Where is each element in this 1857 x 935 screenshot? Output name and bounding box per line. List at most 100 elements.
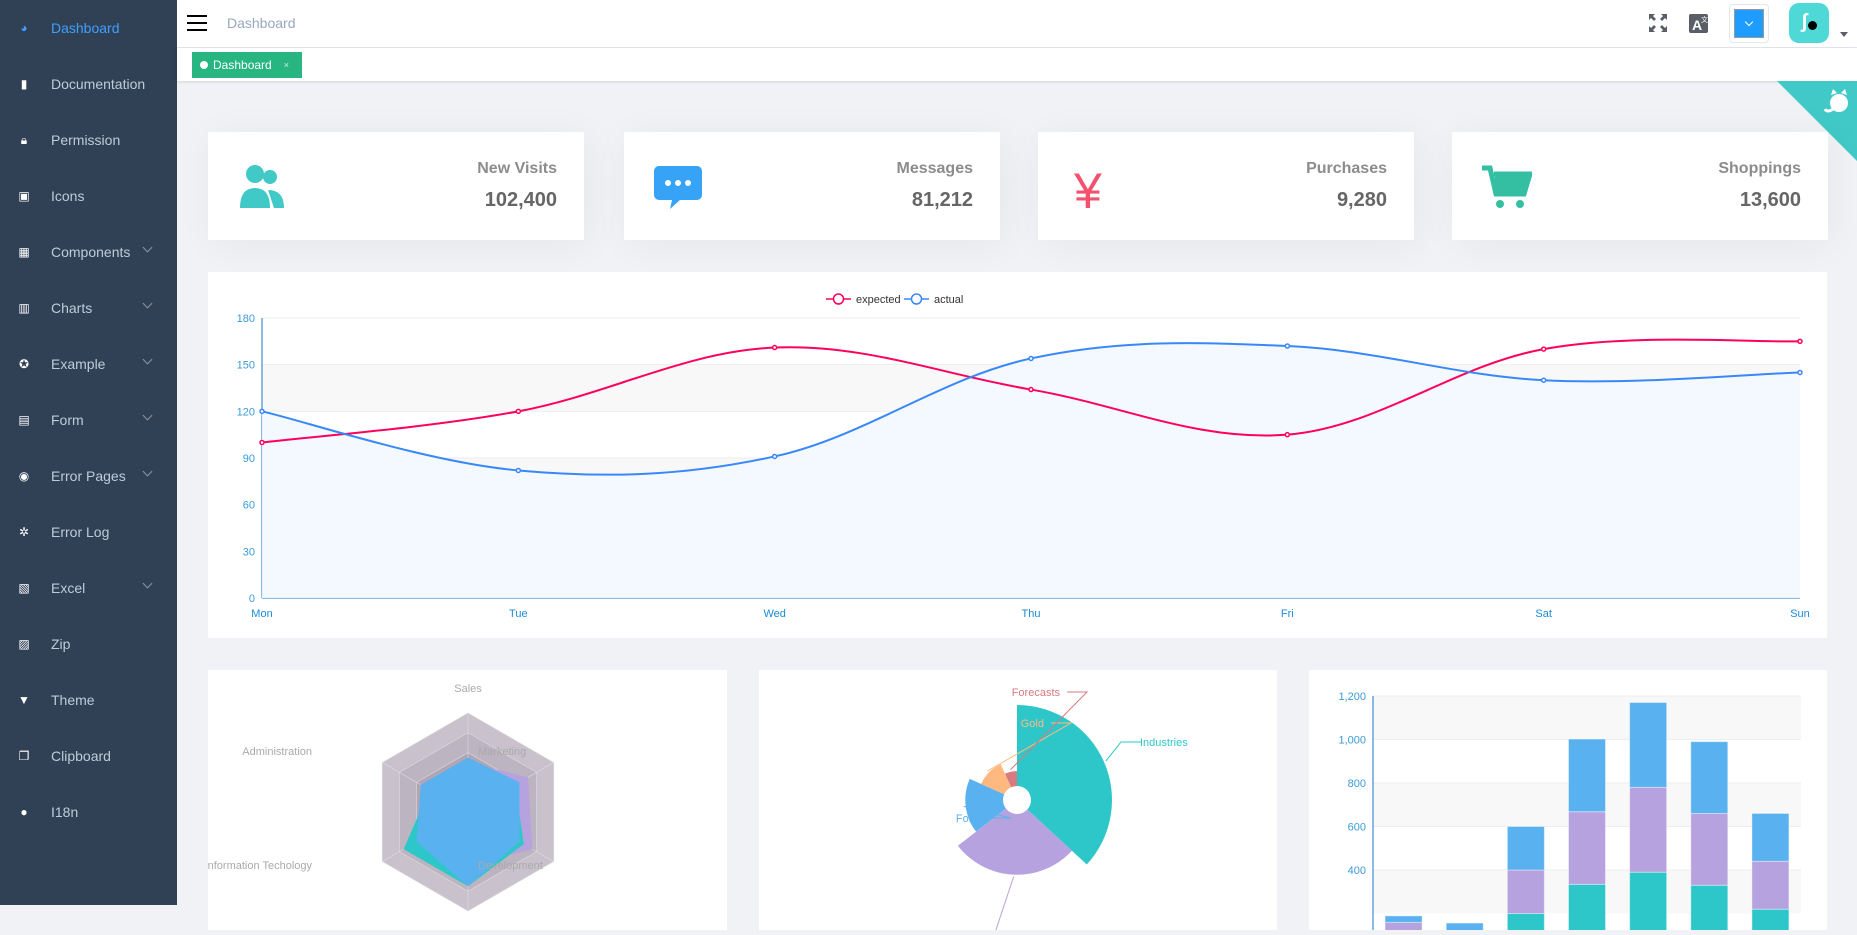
label-line bbox=[987, 722, 1073, 772]
card-panel-shoppings[interactable]: Shoppings 13,600 bbox=[1452, 132, 1828, 240]
sidebar-item-clipboard[interactable]: ❐ Clipboard bbox=[0, 728, 177, 784]
zip-icon: ▨ bbox=[18, 637, 30, 651]
chart-icon: ▥ bbox=[18, 301, 30, 315]
bar-segment bbox=[1384, 915, 1423, 923]
sidebar-item-documentation[interactable]: ▮ Documentation bbox=[0, 56, 177, 112]
caret-down-icon[interactable] bbox=[1840, 32, 1848, 37]
card-title: New Visits bbox=[477, 160, 557, 177]
sidebar-item-theme[interactable]: ▼ Theme bbox=[0, 672, 177, 728]
bar-segment bbox=[1751, 812, 1790, 862]
y-tick-label: 400 bbox=[1348, 865, 1366, 877]
bar-segment bbox=[1384, 921, 1423, 935]
card-value: 9,280 bbox=[1336, 189, 1387, 211]
sidebar-item-dashboard[interactable]: ◕ Dashboard bbox=[0, 0, 177, 56]
language-icon[interactable]: A文 bbox=[1689, 14, 1708, 33]
data-point bbox=[1028, 355, 1034, 362]
sidebar-item-icons[interactable]: ▣ Icons bbox=[0, 168, 177, 224]
svg-text:A: A bbox=[1692, 17, 1702, 33]
sidebar-item-components[interactable]: ▦ Components bbox=[0, 224, 177, 280]
bar-segment bbox=[1690, 884, 1729, 935]
close-icon[interactable]: × bbox=[283, 60, 289, 70]
sidebar: ◕ Dashboard ▮ Documentation 🔒︎ Permission ▣ Ico… bbox=[0, 0, 177, 905]
label-line bbox=[1010, 691, 1089, 771]
chevron-down-icon bbox=[142, 410, 153, 421]
bar-segment bbox=[1506, 913, 1545, 935]
sidebar-item-excel[interactable]: ▧ Excel bbox=[0, 560, 177, 616]
radar-chart: Sales Administration Information Techology… bbox=[205, 683, 555, 912]
bar-segment bbox=[1629, 786, 1668, 873]
legend-marker bbox=[910, 293, 923, 305]
card-title: Messages bbox=[896, 160, 974, 177]
radar-chart-panel: Sales Administration Information Techology… bbox=[205, 670, 727, 930]
x-tick-label: Tue bbox=[509, 608, 528, 620]
x-tick-label: Sat bbox=[1535, 608, 1552, 620]
bar-segment bbox=[1568, 738, 1606, 813]
github-corner-icon[interactable] bbox=[1777, 81, 1857, 161]
peoples-icon bbox=[240, 165, 284, 208]
sidebar-item-example[interactable]: ✪ Example bbox=[0, 336, 177, 392]
bar-segment bbox=[1445, 922, 1484, 935]
sidebar-item-label: I18n bbox=[51, 804, 79, 820]
bar-segment bbox=[1629, 871, 1668, 935]
chevron-down-icon bbox=[142, 298, 153, 309]
shopping-icon bbox=[1482, 165, 1532, 208]
sidebar-item-charts[interactable]: ▥ Charts bbox=[0, 280, 177, 336]
label-line bbox=[1105, 741, 1141, 762]
sidebar-item-error-pages[interactable]: ◉ Error Pages bbox=[0, 448, 177, 504]
pie-label: Forecasts bbox=[1012, 687, 1061, 699]
card-value: 81,212 bbox=[911, 189, 973, 211]
pie-label: Gold bbox=[1021, 718, 1044, 730]
sidebar-item-label: Zip bbox=[51, 636, 71, 652]
x-tick-label: Sun bbox=[1790, 608, 1810, 620]
tags-view: Dashboard × bbox=[177, 48, 1857, 81]
label-line bbox=[993, 876, 1015, 935]
active-dot-icon bbox=[200, 61, 208, 69]
y-tick-label: 180 bbox=[237, 313, 255, 325]
y-tick-label: 600 bbox=[1348, 822, 1366, 834]
card-title: Shoppings bbox=[1718, 160, 1801, 177]
sidebar-item-permission[interactable]: 🔒︎ Permission bbox=[0, 112, 177, 168]
sidebar-item-i18n[interactable]: ● I18n bbox=[0, 784, 177, 840]
international-icon: ● bbox=[20, 805, 28, 819]
theme-icon: ▼ bbox=[18, 693, 30, 707]
bar-segment bbox=[1506, 869, 1545, 914]
series-area bbox=[262, 343, 1800, 598]
pie-label: Industries bbox=[1140, 737, 1188, 749]
avatar[interactable]: ʃ bbox=[1789, 3, 1829, 43]
data-point bbox=[515, 408, 522, 415]
breadcrumb[interactable]: Dashboard bbox=[227, 15, 296, 31]
hamburger-icon[interactable] bbox=[187, 15, 207, 31]
sidebar-item-label: Charts bbox=[51, 300, 93, 316]
bar-segment bbox=[1568, 811, 1606, 885]
pie-chart-panel: Industries Forex Gold Forecasts bbox=[759, 670, 1277, 935]
card-panel-messages[interactable]: Messages 81,212 bbox=[624, 132, 1000, 240]
sidebar-item-label: Error Pages bbox=[51, 468, 126, 484]
sidebar-item-error-log[interactable]: ✲ Error Log bbox=[0, 504, 177, 560]
size-select[interactable] bbox=[1729, 4, 1769, 43]
chevron-down-icon bbox=[142, 466, 153, 477]
sidebar-item-label: Error Log bbox=[51, 524, 110, 540]
bar-segment bbox=[1751, 908, 1790, 935]
bar-segment bbox=[1568, 883, 1606, 935]
sidebar-item-zip[interactable]: ▨ Zip bbox=[0, 616, 177, 672]
y-tick-label: 120 bbox=[237, 406, 255, 418]
card-panel-new-visits[interactable]: New Visits 102,400 bbox=[208, 132, 584, 240]
radar-indicator-label: Marketing bbox=[478, 746, 526, 758]
x-tick-label: Mon bbox=[251, 608, 272, 620]
tag-dashboard[interactable]: Dashboard × bbox=[192, 52, 302, 78]
component-icon: ▦ bbox=[18, 245, 30, 259]
x-tick-label: Wed bbox=[763, 608, 785, 620]
fullscreen-icon[interactable] bbox=[1649, 14, 1667, 32]
card-panel-purchases[interactable]: ¥ Purchases 9,280 bbox=[1038, 132, 1414, 240]
sidebar-item-form[interactable]: ▤ Form bbox=[0, 392, 177, 448]
data-point bbox=[1797, 369, 1803, 376]
bar-segment bbox=[1506, 826, 1545, 871]
sidebar-item-label: Icons bbox=[51, 188, 85, 204]
data-point bbox=[1540, 346, 1547, 352]
sidebar-item-label: Example bbox=[51, 356, 106, 372]
card-value: 13,600 bbox=[1739, 189, 1801, 211]
x-tick-label: Thu bbox=[1022, 608, 1041, 620]
pie-slice bbox=[965, 778, 1006, 832]
bar-chart-panel: 400 600 800 1,000 1,200 bbox=[1309, 670, 1827, 935]
